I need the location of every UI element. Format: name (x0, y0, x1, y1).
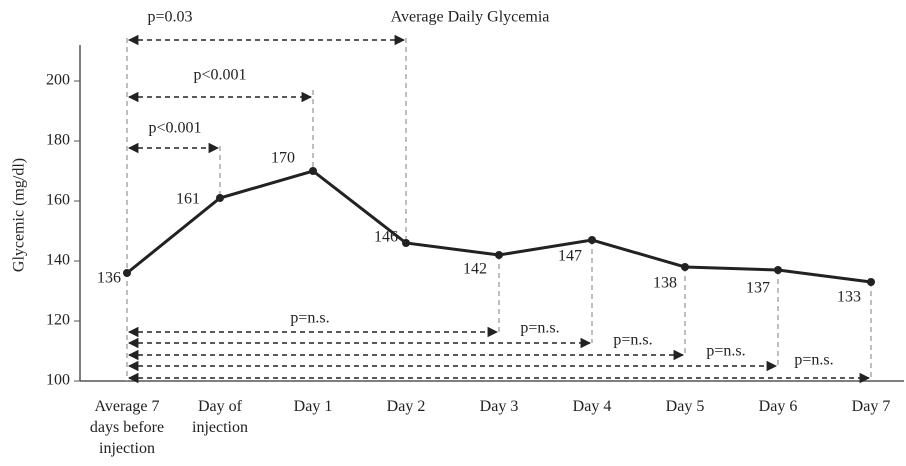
x-tick-label: Day of injection (192, 398, 248, 436)
annotation-label: p=n.s. (706, 343, 745, 360)
annotation-label: p<0.001 (193, 67, 246, 84)
data-label: 137 (746, 280, 770, 297)
y-tick-label: 200 (46, 72, 70, 89)
x-tick-label: Average 7 days before injection (89, 398, 165, 457)
x-tick-label: Day 7 (851, 398, 891, 415)
data-label: 133 (837, 289, 861, 306)
point (774, 266, 782, 274)
data-label: 142 (463, 261, 487, 278)
x-tick-label: Day 5 (665, 398, 705, 415)
point (867, 278, 875, 286)
y-tick-label: 120 (46, 312, 70, 329)
data-label: 138 (653, 275, 677, 292)
y-tick-label: 140 (46, 252, 70, 269)
point (588, 236, 596, 244)
point (123, 269, 131, 277)
point (402, 239, 410, 247)
y-tick-label: 180 (46, 132, 70, 149)
x-tick-label: Day 3 (479, 398, 519, 415)
annotation-label: p=n.s. (613, 332, 652, 349)
annotation-label: p=0.03 (147, 9, 192, 26)
x-tick-label: Day 4 (572, 398, 612, 415)
y-tick-label: 160 (46, 192, 70, 209)
data-label: 161 (176, 191, 200, 208)
annotation-label: p=n.s. (794, 352, 833, 369)
y-axis-label: Glycemic (mg/dl) (11, 158, 28, 272)
data-label: 147 (558, 248, 582, 265)
annotation-label: p<0.001 (148, 120, 201, 137)
annotation-label: p=n.s. (290, 310, 329, 327)
chart-title: Average Daily Glycemia (391, 9, 550, 26)
y-tick-label: 100 (46, 372, 70, 389)
data-label: 136 (97, 270, 121, 287)
point (681, 263, 689, 271)
x-tick-label: Day 1 (293, 398, 333, 415)
point (216, 194, 224, 202)
data-label: 146 (374, 229, 398, 246)
x-tick-label: Day 6 (758, 398, 798, 415)
x-tick-label: Day 2 (386, 398, 426, 415)
data-label: 170 (271, 150, 295, 167)
point (495, 251, 503, 259)
annotation-label: p=n.s. (520, 320, 559, 337)
point (309, 167, 317, 175)
